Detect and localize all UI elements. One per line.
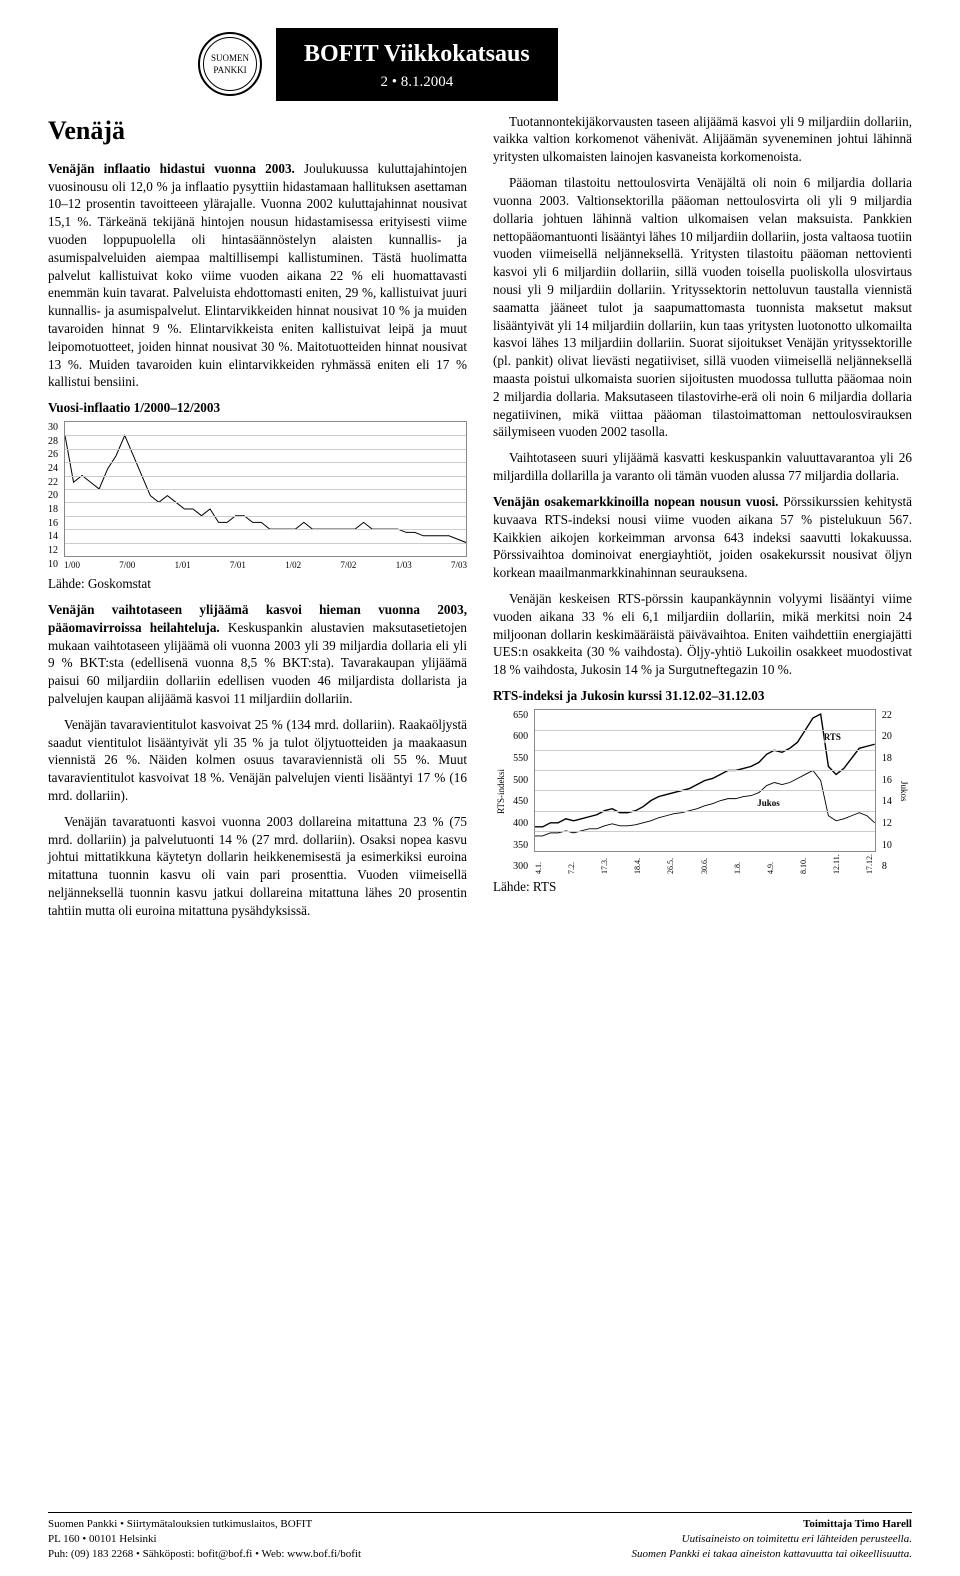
logo-text: SUOMEN PANKKI [200, 52, 260, 76]
title-issue: 2 • 8.1.2004 [304, 72, 530, 92]
chart2-title: RTS-indeksi ja Jukosin kurssi 31.12.02–3… [493, 687, 912, 705]
footer-note1: Uutisaineisto on toimitettu eri lähteide… [632, 1532, 912, 1547]
left-column: Venäjä Venäjän inflaatio hidastui vuonna… [48, 113, 467, 928]
footer-address: PL 160 • 00101 Helsinki [48, 1532, 361, 1547]
right-column: Tuotannontekijäkorvausten taseen alijääm… [493, 113, 912, 928]
lead: Venäjän inflaatio hidastui vuonna 2003. [48, 161, 295, 176]
lead: Venäjän osakemarkkinoilla nopean nousun … [493, 494, 778, 509]
chart1-xaxis: 1/007/001/017/011/027/021/037/03 [64, 559, 467, 571]
para-r5: Venäjän keskeisen RTS-pörssin kaupankäyn… [493, 590, 912, 679]
para-r3: Vaihtotaseen suuri ylijäämä kasvatti kes… [493, 449, 912, 485]
chart1-title: Vuosi-inflaatio 1/2000–12/2003 [48, 399, 467, 417]
chart1-yaxis: 3028262422201816141210 [48, 421, 60, 571]
para-import: Venäjän tavaratuonti kasvoi vuonna 2003 … [48, 813, 467, 920]
chart1-plot [64, 421, 467, 557]
footer-right: Toimittaja Timo Harell Uutisaineisto on … [632, 1517, 912, 1562]
chart2-xaxis: 4.1.7.2.17.3.18.4.26.5.30.6.1.8.4.9.8.10… [534, 854, 876, 874]
chart2-plot: RTS Jukos [534, 709, 876, 852]
chart1-source: Lähde: Goskomstat [48, 575, 467, 593]
para-inflation: Venäjän inflaatio hidastui vuonna 2003. … [48, 160, 467, 392]
para-r2: Pääoman tilastoitu nettoulosvirta Venäjä… [493, 174, 912, 441]
title-block: BOFIT Viikkokatsaus 2 • 8.1.2004 [276, 28, 558, 101]
chart2-yaxis-right: 222018161412108 [880, 709, 892, 874]
title-main: BOFIT Viikkokatsaus [304, 38, 530, 70]
country-title: Venäjä [48, 113, 467, 148]
para-stocks: Venäjän osakemarkkinoilla nopean nousun … [493, 493, 912, 582]
bank-logo: SUOMEN PANKKI [198, 32, 262, 96]
page-footer: Suomen Pankki • Siirtymätalouksien tutki… [48, 1512, 912, 1562]
series-label-rts: RTS [824, 731, 841, 743]
body: Joulukuussa kuluttajahintojen vuosinousu… [48, 161, 467, 390]
footer-left: Suomen Pankki • Siirtymätalouksien tutki… [48, 1517, 361, 1562]
para-balance: Venäjän vaihtotaseen ylijäämä kasvoi hie… [48, 601, 467, 708]
inflation-chart: 3028262422201816141210 1/007/001/017/011… [48, 421, 467, 571]
footer-editor: Toimittaja Timo Harell [632, 1517, 912, 1532]
para-export: Venäjän tavaravientitulot kasvoivat 25 %… [48, 716, 467, 805]
para-r1: Tuotannontekijäkorvausten taseen alijääm… [493, 113, 912, 166]
chart2-ylabel-right: Jukos [896, 709, 912, 874]
rts-chart: RTS-indeksi 650600550500450400350300 RTS… [493, 709, 912, 874]
footer-contact: Puh: (09) 183 2268 • Sähköposti: bofit@b… [48, 1547, 361, 1562]
chart2-source: Lähde: RTS [493, 878, 912, 896]
chart2-ylabel-left: RTS-indeksi [493, 709, 509, 874]
series-label-jukos: Jukos [757, 797, 780, 809]
chart2-yaxis-left: 650600550500450400350300 [513, 709, 530, 874]
footer-org: Suomen Pankki • Siirtymätalouksien tutki… [48, 1517, 361, 1532]
footer-note2: Suomen Pankki ei takaa aineiston kattavu… [632, 1547, 912, 1562]
document-header: SUOMEN PANKKI BOFIT Viikkokatsaus 2 • 8.… [48, 28, 912, 101]
